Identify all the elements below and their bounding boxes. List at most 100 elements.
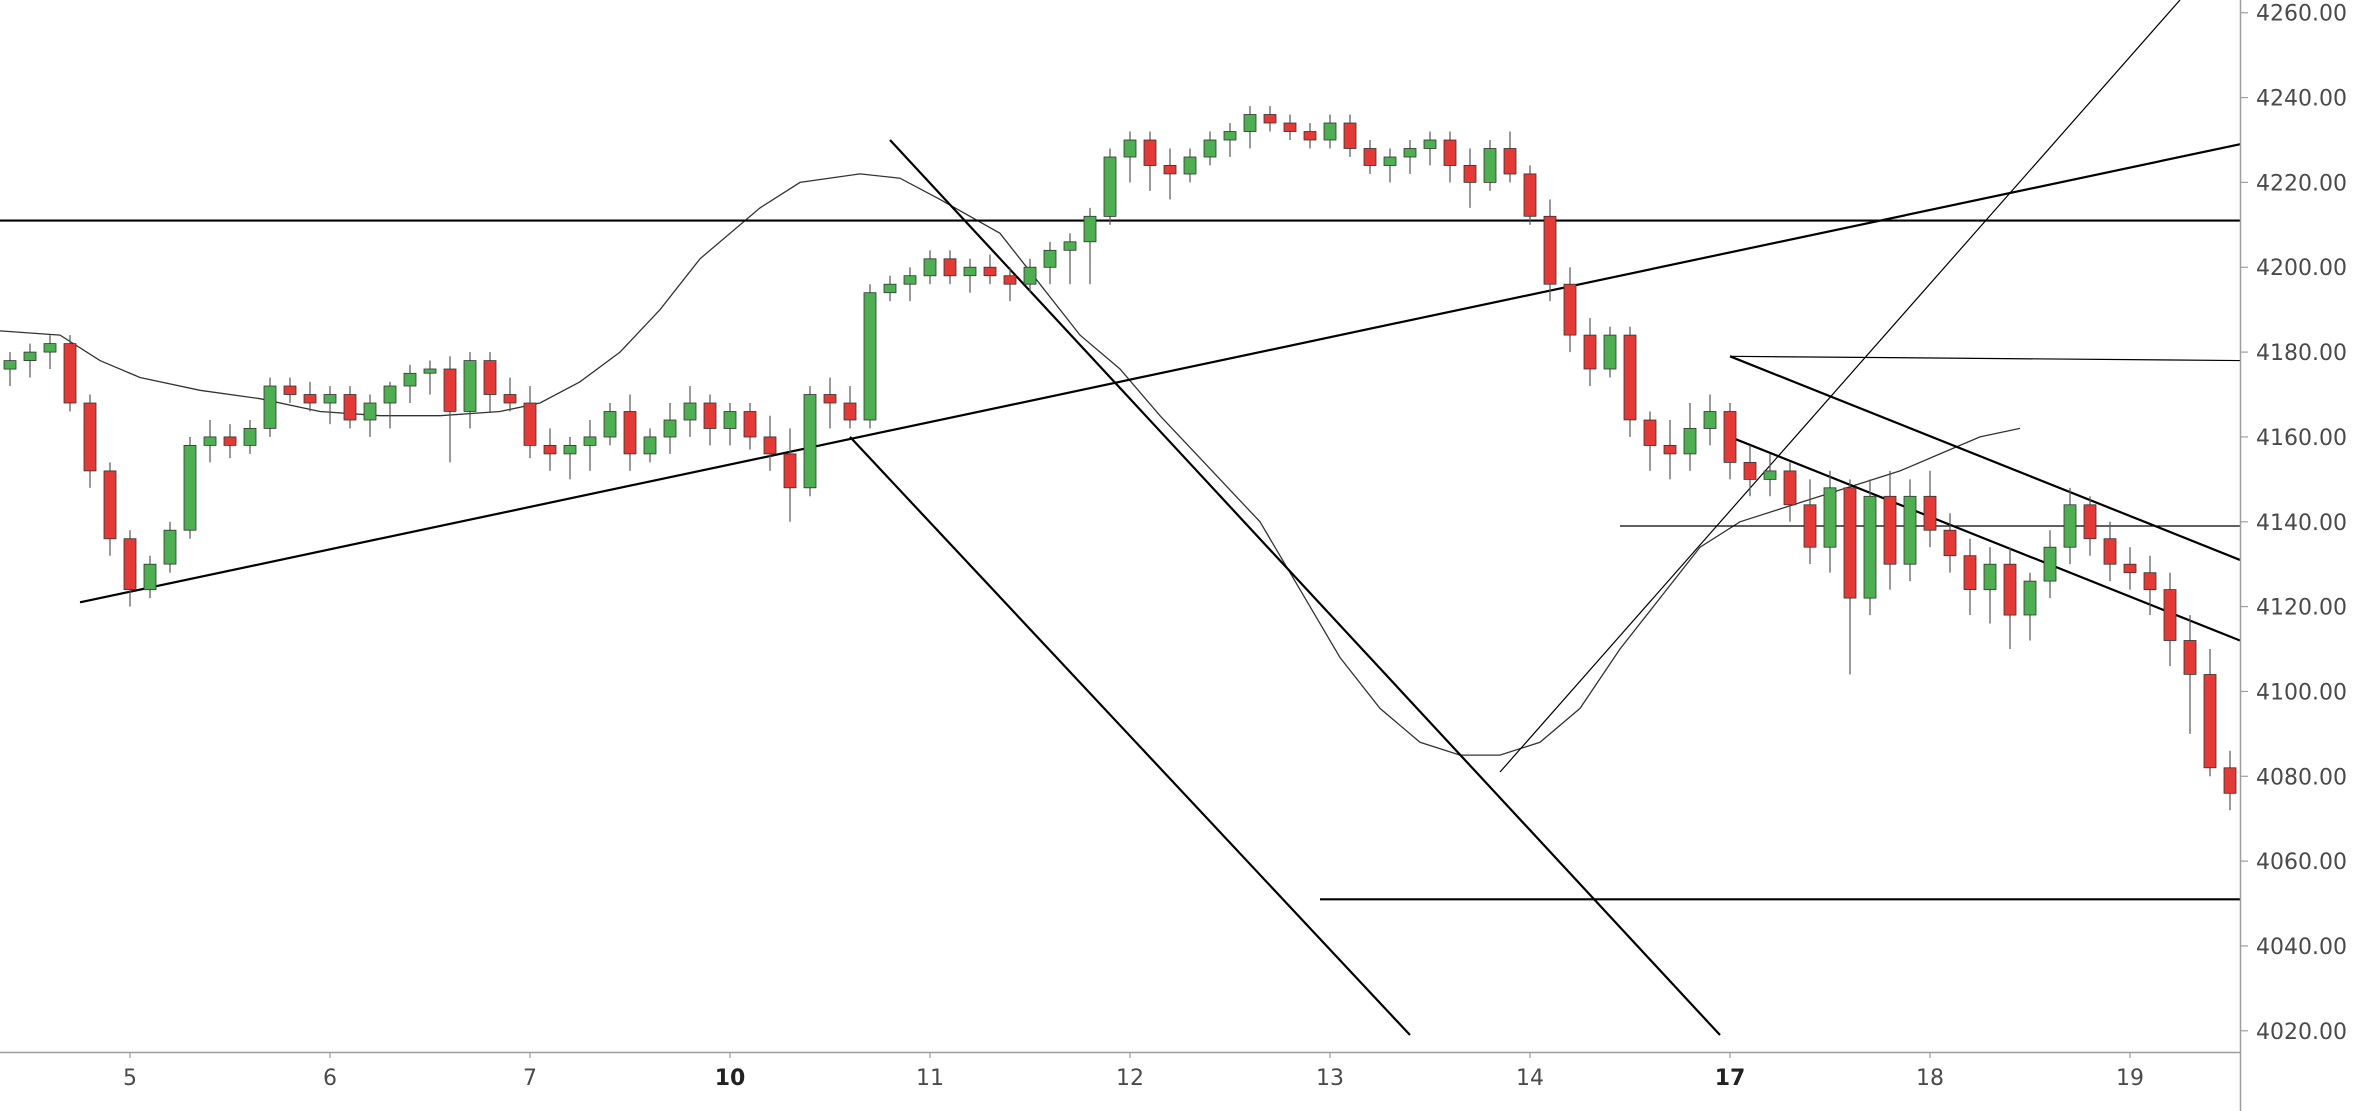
candle-body-down <box>943 258 957 277</box>
candle <box>903 267 917 302</box>
candle <box>2203 649 2217 777</box>
price-tick-label: 4080.00 <box>2256 765 2347 790</box>
candle-body-down <box>2163 589 2177 641</box>
candle <box>1463 148 1477 208</box>
trend-line[interactable] <box>1729 355 2240 561</box>
candle-body-up <box>1243 114 1257 132</box>
candle-body-up <box>563 444 577 455</box>
candle-body-down <box>743 411 757 438</box>
candle <box>683 386 697 437</box>
time-tick-label: 13 <box>1316 1066 1344 1091</box>
candle <box>643 428 657 463</box>
candle <box>1723 402 1737 480</box>
candle <box>1883 470 1897 590</box>
candle <box>43 335 57 370</box>
candle <box>323 386 337 425</box>
price-axis[interactable]: 4020.00 4040.00 4060.00 4080.00 4100.00 4120.… <box>2239 0 2347 1111</box>
candle-body-up <box>43 343 57 353</box>
candle-body-up <box>1403 148 1417 158</box>
candle-body-up <box>163 529 177 565</box>
candle <box>1163 148 1177 200</box>
candle-body-up <box>1763 470 1777 480</box>
trend-line[interactable] <box>1499 0 2181 773</box>
candle <box>1363 139 1377 174</box>
candle-body-down <box>2244 793 2256 869</box>
candle <box>583 419 597 471</box>
candle <box>1083 207 1097 285</box>
time-tick-label: 10 <box>715 1066 746 1091</box>
candle-body-up <box>1683 427 1697 455</box>
candle-body-down <box>763 436 777 455</box>
candle <box>983 254 997 285</box>
time-axis[interactable]: 5 6 7 10 11 12 13 14 17 18 19 <box>0 1051 2240 1091</box>
candle <box>463 352 477 429</box>
candle-body-up <box>2023 580 2037 616</box>
candle-body-down <box>1923 495 1937 531</box>
candle <box>1563 267 1577 353</box>
candle <box>923 250 937 285</box>
candle-body-down <box>2083 504 2097 540</box>
candle-body-up <box>903 275 917 285</box>
candle <box>483 352 497 412</box>
candle <box>23 343 37 378</box>
time-tick-label: 11 <box>916 1066 944 1091</box>
candle <box>1583 318 1597 387</box>
trend-line[interactable] <box>79 127 2320 604</box>
candle <box>1683 402 1697 471</box>
candle <box>1923 470 1937 548</box>
trend-line[interactable] <box>1729 435 2240 642</box>
candle-body-down <box>483 360 497 395</box>
candle <box>863 284 877 429</box>
candle <box>103 462 117 556</box>
candle <box>2304 793 2316 844</box>
trend-line[interactable] <box>1729 355 2240 362</box>
candle <box>603 402 617 446</box>
candle <box>303 381 317 412</box>
candle-body-down <box>1583 334 1597 370</box>
candle <box>1783 462 1797 522</box>
candle-body-down <box>1883 495 1897 565</box>
candle <box>1103 148 1117 225</box>
price-tick-label: 4120.00 <box>2256 596 2347 621</box>
candle-body-down <box>1963 555 1977 591</box>
trend-line[interactable] <box>889 139 1721 1036</box>
candle-body-down <box>1543 215 1557 285</box>
candle-body-down <box>283 385 297 395</box>
candle <box>1063 233 1077 285</box>
candle <box>2083 496 2097 556</box>
candle <box>1043 241 1057 285</box>
candle <box>1183 148 1197 183</box>
candle-body-down <box>1443 139 1457 166</box>
candle-body-up <box>683 402 697 421</box>
candle <box>1843 479 1857 675</box>
candle-body-up <box>1983 563 1997 591</box>
trend-line[interactable] <box>849 436 1411 1036</box>
candle <box>823 377 837 429</box>
candle <box>63 335 77 412</box>
candle-body-down <box>2103 538 2117 565</box>
candle <box>83 394 97 488</box>
candle-body-up <box>1323 122 1337 141</box>
candle <box>883 275 897 302</box>
candle <box>3 352 17 387</box>
candle-body-up <box>323 394 337 404</box>
trend-lines-layer <box>0 0 2320 1036</box>
candle-body-up <box>2284 827 2296 853</box>
candle <box>1863 479 1877 616</box>
candle <box>2244 785 2256 887</box>
candle-body-up <box>383 385 397 404</box>
candle-body-down <box>2344 819 2356 836</box>
candle <box>1663 419 1677 480</box>
time-axis-ticks: 5 6 7 10 11 12 13 14 17 18 19 <box>123 1052 2144 1091</box>
candle <box>1423 131 1437 166</box>
candle <box>2123 547 2137 590</box>
price-tick-label: 4220.00 <box>2256 171 2347 196</box>
candle-body-up <box>423 368 437 374</box>
candle-body-down <box>1303 131 1317 141</box>
candle-body-down <box>2183 640 2197 675</box>
candle-body-down <box>523 402 537 446</box>
candle-body-down <box>1143 139 1157 166</box>
candle-body-down <box>1643 419 1657 446</box>
candle <box>1803 479 1817 565</box>
